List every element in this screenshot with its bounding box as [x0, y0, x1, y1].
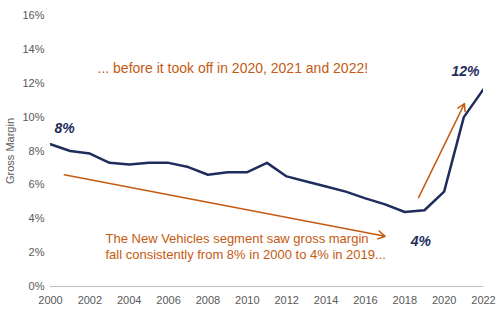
svg-text:... before it took off in 2020: ... before it took off in 2020, 2021 and…	[98, 60, 369, 76]
svg-text:2008: 2008	[196, 294, 220, 306]
svg-text:12%: 12%	[451, 63, 480, 79]
svg-text:14%: 14%	[22, 43, 44, 55]
svg-text:2012: 2012	[274, 294, 298, 306]
svg-text:2%: 2%	[29, 246, 45, 258]
svg-text:The New Vehicles segment saw g: The New Vehicles segment saw gross margi…	[106, 230, 386, 262]
svg-text:2000: 2000	[38, 294, 62, 306]
svg-text:16%: 16%	[22, 9, 44, 21]
svg-text:6%: 6%	[29, 178, 45, 190]
svg-text:12%: 12%	[22, 77, 44, 89]
svg-text:2018: 2018	[393, 294, 417, 306]
svg-text:2022: 2022	[471, 294, 495, 306]
svg-text:2020: 2020	[432, 294, 456, 306]
svg-text:8%: 8%	[55, 120, 76, 136]
svg-text:2004: 2004	[117, 294, 141, 306]
svg-text:10%: 10%	[22, 111, 44, 123]
svg-text:2006: 2006	[156, 294, 180, 306]
svg-text:2016: 2016	[353, 294, 377, 306]
svg-text:4%: 4%	[29, 212, 45, 224]
svg-text:8%: 8%	[29, 145, 45, 157]
svg-text:0%: 0%	[29, 280, 45, 292]
svg-text:2014: 2014	[314, 294, 338, 306]
svg-text:4%: 4%	[410, 233, 432, 249]
svg-text:2010: 2010	[235, 294, 259, 306]
svg-text:Gross Margin: Gross Margin	[4, 118, 16, 184]
svg-text:2002: 2002	[78, 294, 102, 306]
